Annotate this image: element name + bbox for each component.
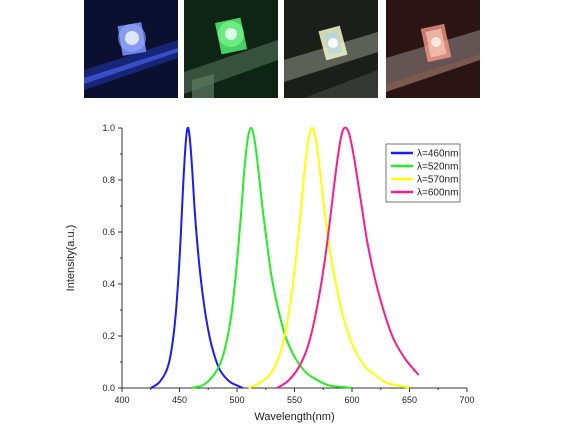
x-tick-label: 550 bbox=[287, 395, 302, 405]
series-line-2 bbox=[248, 126, 410, 389]
series-layer bbox=[150, 126, 420, 389]
x-tick-label: 600 bbox=[344, 395, 359, 405]
photo-blue-sample bbox=[84, 0, 178, 98]
series-line-1 bbox=[190, 127, 353, 389]
y-tick-label: 0.4 bbox=[102, 279, 115, 289]
y-tick-label: 0.8 bbox=[102, 175, 115, 185]
legend-label: λ=520nm bbox=[417, 162, 458, 173]
series-line-3 bbox=[276, 126, 420, 389]
x-tick-label: 400 bbox=[114, 395, 129, 405]
y-tick-label: 1.0 bbox=[102, 123, 115, 133]
x-axis-title: Wavelength(nm) bbox=[254, 411, 334, 423]
emission-spectra-chart: 400 450 500 550 600 650 700 0.0 0.2 0.4 0.6 0.8 1.0… bbox=[65, 123, 475, 423]
x-tick-label: 700 bbox=[459, 395, 474, 405]
x-axis-ticks: 400 450 500 550 600 650 700 bbox=[114, 388, 475, 405]
photo-yellow-sample bbox=[284, 0, 378, 98]
x-tick-label: 650 bbox=[402, 395, 417, 405]
series-line-0 bbox=[150, 126, 244, 389]
legend-label: λ=460nm bbox=[417, 149, 458, 160]
legend-label: λ=600nm bbox=[417, 188, 458, 199]
y-axis-ticks: 0.0 0.2 0.4 0.6 0.8 1.0 bbox=[102, 123, 122, 393]
photo-green-sample bbox=[184, 0, 278, 98]
y-tick-label: 0.0 bbox=[102, 383, 115, 393]
y-tick-label: 0.6 bbox=[102, 227, 115, 237]
y-axis-title: Intensity(a.u.) bbox=[65, 225, 77, 292]
photo-red-sample bbox=[386, 0, 480, 98]
legend: λ=460nm λ=520nm λ=570nm λ=600nm bbox=[385, 143, 461, 203]
legend-label: λ=570nm bbox=[417, 175, 458, 186]
x-tick-label: 450 bbox=[172, 395, 187, 405]
y-tick-label: 0.2 bbox=[102, 331, 115, 341]
photo-strip bbox=[84, 0, 480, 98]
x-tick-label: 500 bbox=[229, 395, 244, 405]
